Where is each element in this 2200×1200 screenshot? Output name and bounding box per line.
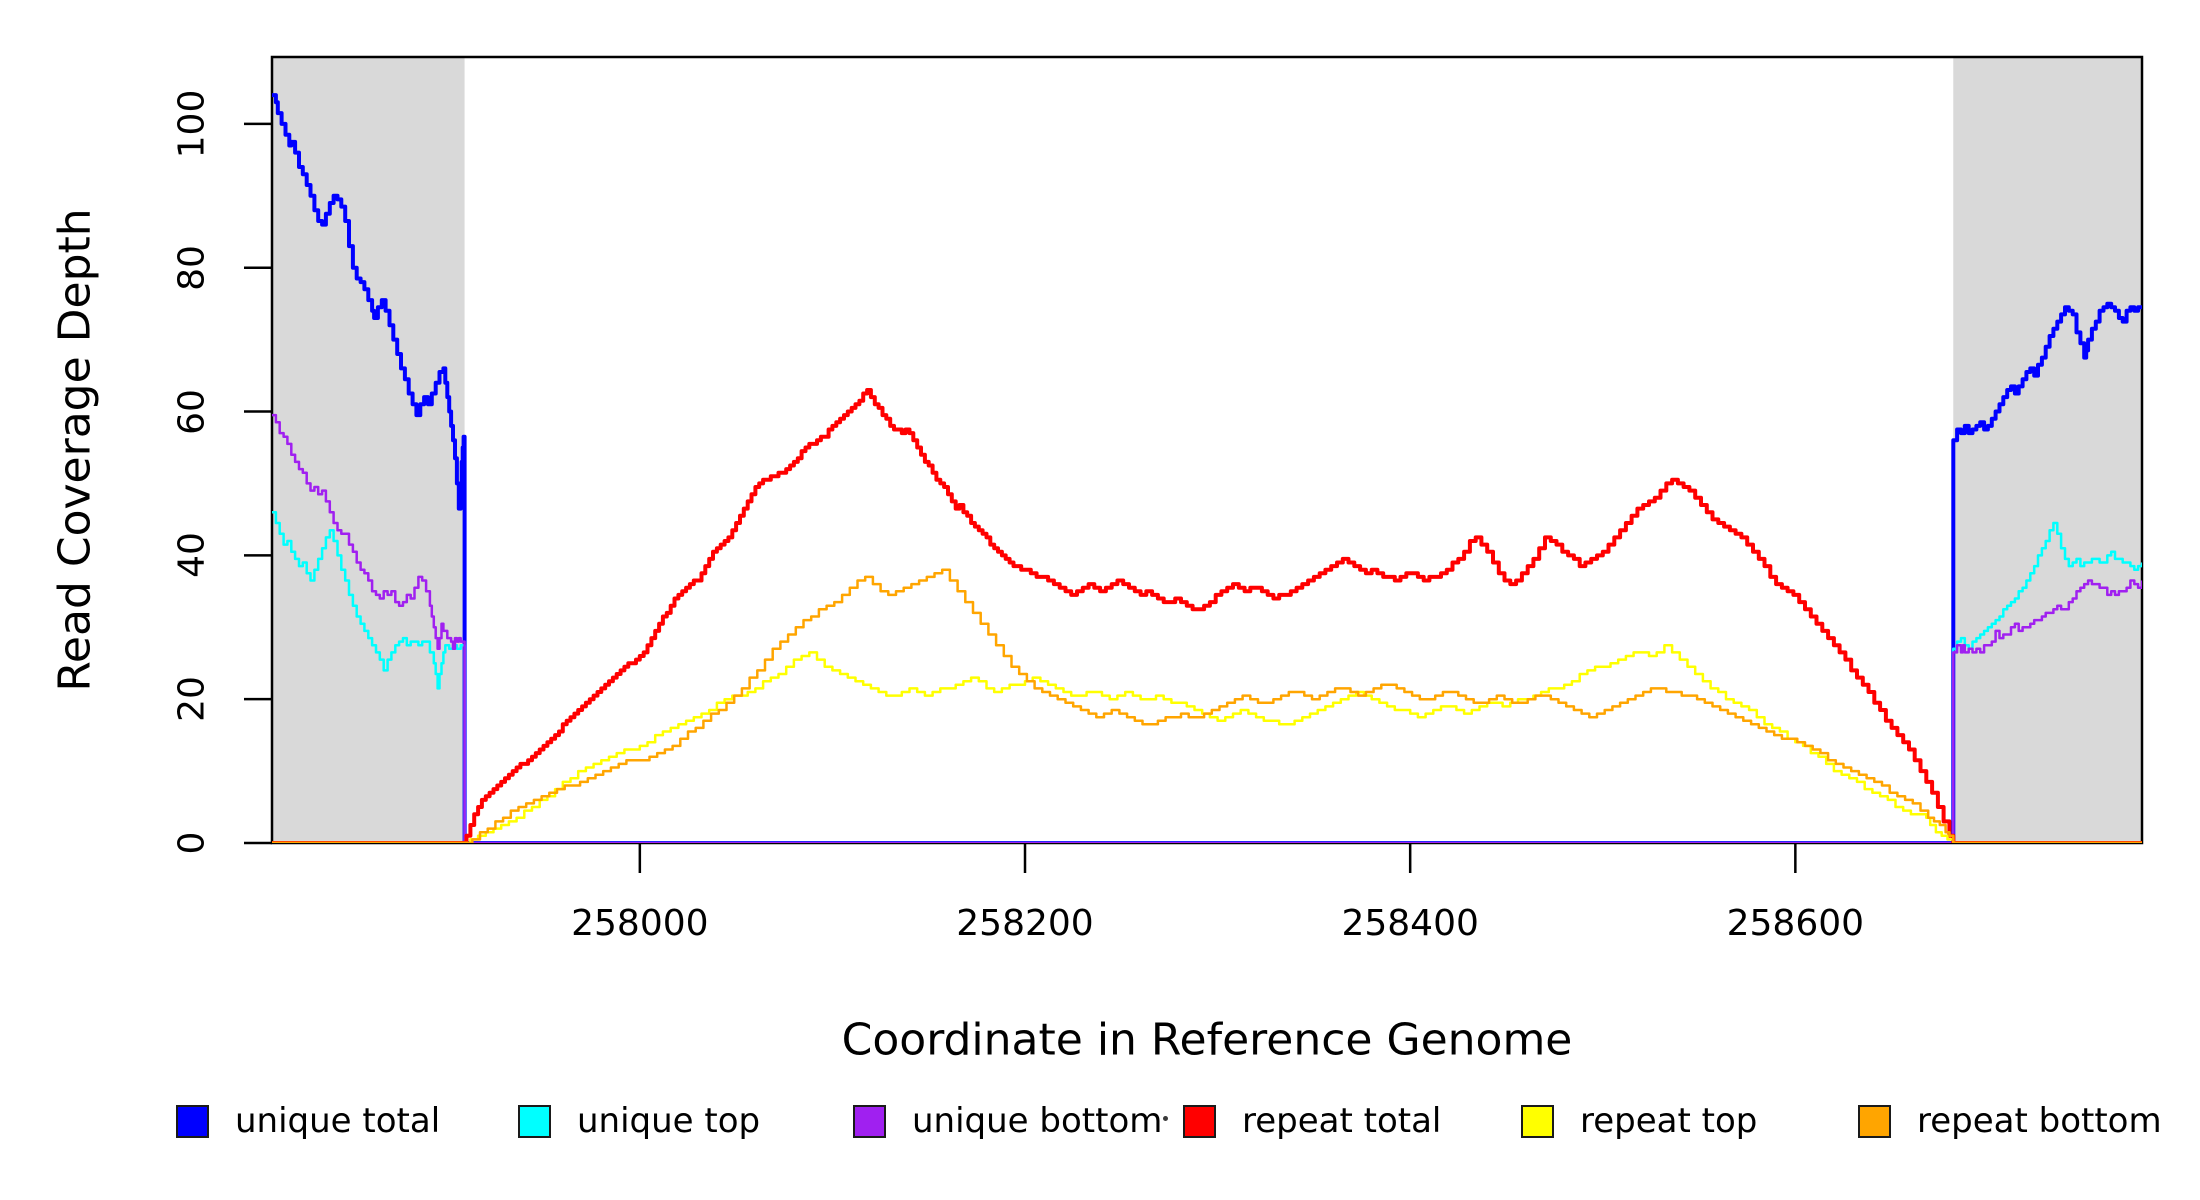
legend-item-repeat-bottom: repeat bottom [1858, 1098, 2162, 1144]
legend-item-unique-top: unique top [518, 1098, 760, 1144]
y-tick-label: 100 [171, 89, 213, 159]
series-line-repeat-top [272, 643, 2142, 843]
unique-bottom-swatch-icon [853, 1104, 886, 1138]
series-line-repeat-total [272, 388, 2142, 843]
legend-label: unique bottom [912, 1101, 1163, 1141]
x-tick-label: 258000 [571, 903, 709, 944]
legend-label: repeat total [1242, 1101, 1442, 1141]
legend-item-repeat-top: repeat top [1521, 1098, 1757, 1144]
shaded-region [272, 57, 465, 843]
legend-label: unique total [235, 1101, 441, 1141]
y-tick-label: 80 [171, 244, 213, 291]
repeat-top-swatch-icon [1521, 1104, 1554, 1138]
legend-label: repeat bottom [1917, 1101, 2162, 1141]
x-tick-label: 258600 [1726, 903, 1865, 944]
series-line-unique-total [272, 93, 2142, 843]
y-axis-title: Read Coverage Depth [49, 208, 101, 692]
series-line-repeat-bottom [272, 568, 2142, 843]
plot-border [270, 55, 2144, 845]
y-tick-label: 0 [171, 831, 213, 855]
legend-label: repeat top [1580, 1101, 1758, 1141]
unique-total-swatch-icon [176, 1104, 209, 1138]
axis-ticks [244, 122, 1797, 873]
repeat-bottom-swatch-icon [1858, 1104, 1891, 1138]
x-axis-title: Coordinate in Reference Genome [841, 1014, 1573, 1066]
x-tick-label: 258200 [956, 903, 1094, 944]
legend-item-unique-total: unique total [176, 1098, 440, 1144]
shaded-region [1953, 57, 2142, 843]
stray-dot [1163, 1116, 1168, 1121]
y-tick-label: 40 [171, 532, 213, 579]
unique-top-swatch-icon [518, 1104, 551, 1138]
shaded-unique-regions [272, 57, 2142, 843]
series-lines [272, 93, 2142, 843]
legend-item-unique-bottom: unique bottom [853, 1098, 1162, 1144]
legend-item-repeat-total: repeat total [1183, 1098, 1441, 1144]
y-tick-label: 20 [171, 676, 213, 723]
legend-label: unique top [577, 1101, 761, 1141]
legend: unique total unique top unique bottom re… [0, 1098, 2200, 1148]
series-line-unique-top [272, 510, 2142, 843]
series-line-unique-bottom [272, 413, 2142, 843]
repeat-total-swatch-icon [1183, 1104, 1216, 1138]
y-tick-label: 60 [171, 388, 213, 435]
x-tick-label: 258400 [1341, 903, 1479, 944]
